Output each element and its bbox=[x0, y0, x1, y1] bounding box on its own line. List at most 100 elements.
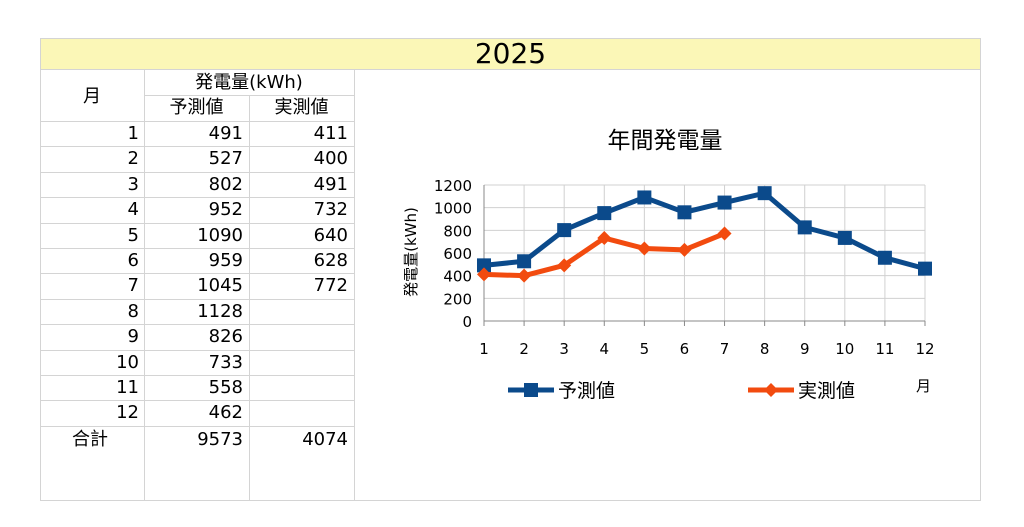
y-tick-label: 200 bbox=[443, 290, 472, 308]
actual-cell: 491 bbox=[313, 173, 348, 195]
row-line bbox=[40, 146, 354, 148]
col-divider-3 bbox=[354, 70, 355, 501]
y-tick-label: 1200 bbox=[434, 177, 472, 195]
month-cell: 3 bbox=[127, 173, 139, 195]
series-line-1 bbox=[483, 190, 926, 272]
year-banner: 2025 bbox=[40, 38, 981, 70]
legend: 予測値 実測値 bbox=[508, 380, 855, 402]
legend-marker-square bbox=[524, 383, 538, 397]
row-line bbox=[40, 298, 354, 300]
pred-cell: 733 bbox=[208, 351, 243, 373]
data-point-square bbox=[757, 186, 772, 201]
data-point-diamond bbox=[717, 226, 732, 241]
x-tick-label: 11 bbox=[875, 340, 894, 358]
pred-cell: 802 bbox=[208, 173, 243, 195]
pred-header: 予測値 bbox=[169, 97, 224, 118]
y-axis-label: 発電量(kWh) bbox=[402, 207, 420, 297]
actual-cell: 400 bbox=[313, 148, 348, 170]
chart-title: 年間発電量 bbox=[608, 128, 723, 154]
row-line bbox=[40, 400, 354, 402]
data-point-diamond bbox=[477, 267, 491, 282]
row-line bbox=[40, 121, 354, 122]
month-cell: 2 bbox=[127, 148, 139, 170]
x-tick-label: 9 bbox=[800, 340, 810, 358]
x-tick-label: 12 bbox=[915, 340, 934, 358]
x-tick-label: 8 bbox=[760, 340, 770, 358]
row-line bbox=[40, 171, 354, 173]
month-cell: 7 bbox=[127, 275, 139, 297]
pred-cell: 826 bbox=[208, 326, 243, 348]
month-cell: 5 bbox=[127, 224, 139, 246]
pred-cell: 1045 bbox=[197, 275, 243, 297]
month-cell: 6 bbox=[127, 250, 139, 271]
header-divider bbox=[144, 95, 354, 96]
data-point-square bbox=[837, 230, 852, 245]
x-tick-label: 10 bbox=[835, 340, 854, 358]
legend-label: 予測値 bbox=[558, 380, 615, 402]
year-title: 2025 bbox=[474, 37, 547, 70]
data-point-diamond bbox=[637, 241, 652, 256]
actual-cell: 411 bbox=[313, 123, 348, 144]
x-tick-label: 7 bbox=[720, 340, 730, 358]
pred-cell: 462 bbox=[208, 402, 243, 424]
pred-cell: 1090 bbox=[197, 224, 243, 246]
col-divider-2 bbox=[249, 95, 250, 501]
row-line bbox=[40, 197, 354, 199]
month-cell: 9 bbox=[127, 326, 139, 348]
data-point-square bbox=[918, 261, 932, 276]
x-tick-label: 3 bbox=[559, 340, 569, 358]
row-line bbox=[40, 425, 354, 427]
data-point-square bbox=[477, 258, 491, 273]
pred-cell: 952 bbox=[208, 199, 243, 221]
actual-cell: 640 bbox=[313, 224, 348, 246]
data-point-square bbox=[637, 190, 652, 205]
row-line bbox=[40, 375, 354, 376]
data-point-square bbox=[717, 195, 732, 210]
row-line bbox=[40, 349, 354, 351]
data-point-diamond bbox=[677, 242, 692, 257]
data-point-diamond bbox=[597, 231, 612, 246]
pred-cell: 959 bbox=[208, 250, 243, 271]
month-cell: 1 bbox=[127, 123, 139, 144]
month-cell: 10 bbox=[116, 351, 139, 373]
x-tick-label: 6 bbox=[680, 340, 690, 358]
y-tick-label: 400 bbox=[443, 268, 472, 286]
data-point-diamond bbox=[557, 258, 572, 273]
pred-cell: 491 bbox=[208, 123, 243, 144]
pred-cell: 558 bbox=[208, 377, 243, 398]
data-point-square bbox=[797, 220, 812, 235]
row-line bbox=[40, 222, 354, 224]
actual-cell: 732 bbox=[313, 199, 348, 221]
month-header: 月 bbox=[83, 86, 101, 107]
legend-marker-diamond bbox=[764, 383, 778, 397]
total-label: 合計 bbox=[72, 429, 108, 450]
x-tick-label: 2 bbox=[519, 340, 529, 358]
y-tick-label: 1000 bbox=[434, 200, 472, 218]
y-tick-label: 800 bbox=[443, 222, 472, 240]
x-tick-label: 1 bbox=[479, 340, 489, 358]
pred-cell: 527 bbox=[208, 148, 243, 170]
data-point-square bbox=[517, 254, 532, 269]
month-cell: 8 bbox=[127, 300, 139, 322]
series-group bbox=[477, 186, 932, 283]
row-line bbox=[40, 324, 354, 326]
y-tick-label: 0 bbox=[462, 313, 472, 331]
generation-header: 発電量(kWh) bbox=[195, 72, 303, 93]
x-tick-label: 4 bbox=[599, 340, 609, 358]
x-tick-label: 5 bbox=[640, 340, 650, 358]
data-point-square bbox=[557, 223, 572, 238]
data-point-square bbox=[597, 206, 612, 221]
total-pred: 9573 bbox=[197, 429, 243, 450]
data-point-square bbox=[677, 205, 692, 220]
actual-cell: 628 bbox=[313, 250, 348, 271]
data-point-square bbox=[877, 250, 892, 265]
col-divider-1 bbox=[144, 70, 145, 501]
pred-cell: 1128 bbox=[197, 300, 243, 322]
month-cell: 4 bbox=[127, 199, 139, 221]
row-line bbox=[40, 273, 354, 275]
month-cell: 12 bbox=[116, 402, 139, 424]
actual-cell: 772 bbox=[313, 275, 348, 297]
row-line bbox=[40, 248, 354, 249]
